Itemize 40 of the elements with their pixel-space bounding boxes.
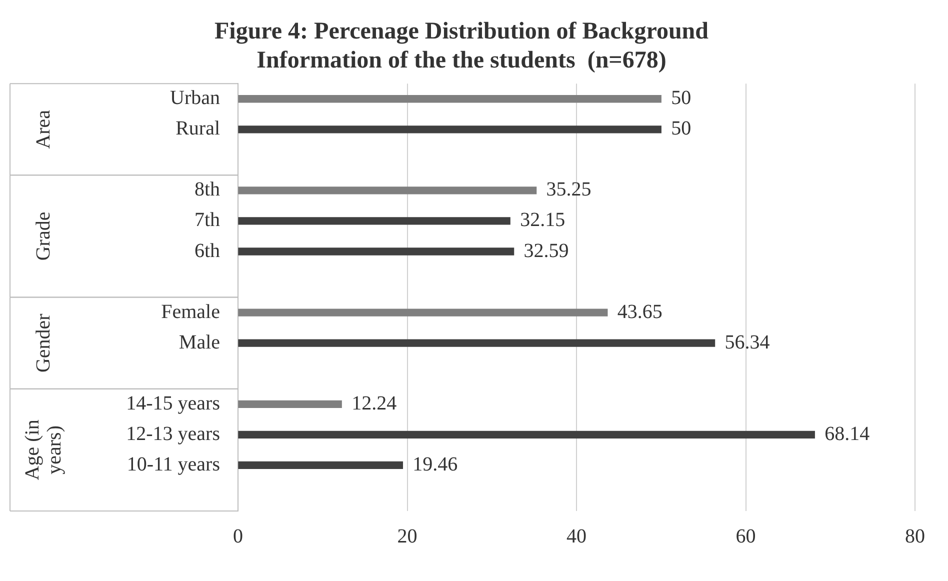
data-label: 32.59 — [524, 240, 569, 262]
bar — [238, 126, 662, 134]
x-tick-label: 40 — [566, 525, 586, 548]
y-tick-label: 6th — [194, 240, 220, 262]
bar — [238, 400, 342, 408]
y-tick-label: 7th — [194, 209, 220, 232]
y-tick-label: 10-11 years — [126, 453, 220, 476]
x-tick-label: 20 — [397, 525, 418, 548]
x-tick-label: 80 — [905, 525, 925, 548]
x-tick-label: 60 — [736, 525, 756, 548]
text: Gender — [32, 313, 54, 373]
data-label: 32.15 — [520, 209, 566, 232]
bar — [238, 430, 815, 439]
bar — [238, 339, 716, 347]
data-label: 12.24 — [352, 392, 397, 414]
y-tick-label: 8th — [194, 178, 220, 201]
text: Grade — [32, 212, 54, 261]
bar — [238, 95, 662, 103]
y-tick-label: 12-13 years — [126, 422, 220, 445]
y-tick-label: 14-15 years — [126, 392, 220, 414]
text: Age (in years) — [21, 420, 66, 480]
data-label: 50 — [671, 118, 692, 140]
x-tick-label: 0 — [233, 525, 243, 548]
y-tick-label: Urban — [170, 87, 220, 110]
y-tick-label: Male — [178, 331, 220, 354]
data-label: 50 — [671, 87, 692, 110]
text: Area — [32, 110, 54, 149]
y-tick-label: Rural — [176, 118, 220, 140]
data-label: 19.46 — [412, 453, 458, 476]
bar — [238, 248, 514, 256]
bar — [238, 217, 510, 225]
bar — [238, 186, 537, 194]
data-label: 68.14 — [824, 422, 870, 445]
bar — [238, 308, 608, 316]
chart-title: Figure 4: Percenage Distribution of Background Information of the the students (n=678) — [214, 18, 710, 74]
data-label: 56.34 — [724, 331, 770, 354]
bar — [238, 461, 404, 470]
data-label: 43.65 — [617, 300, 662, 323]
y-tick-label: Female — [161, 300, 220, 323]
data-label: 35.25 — [546, 178, 592, 201]
